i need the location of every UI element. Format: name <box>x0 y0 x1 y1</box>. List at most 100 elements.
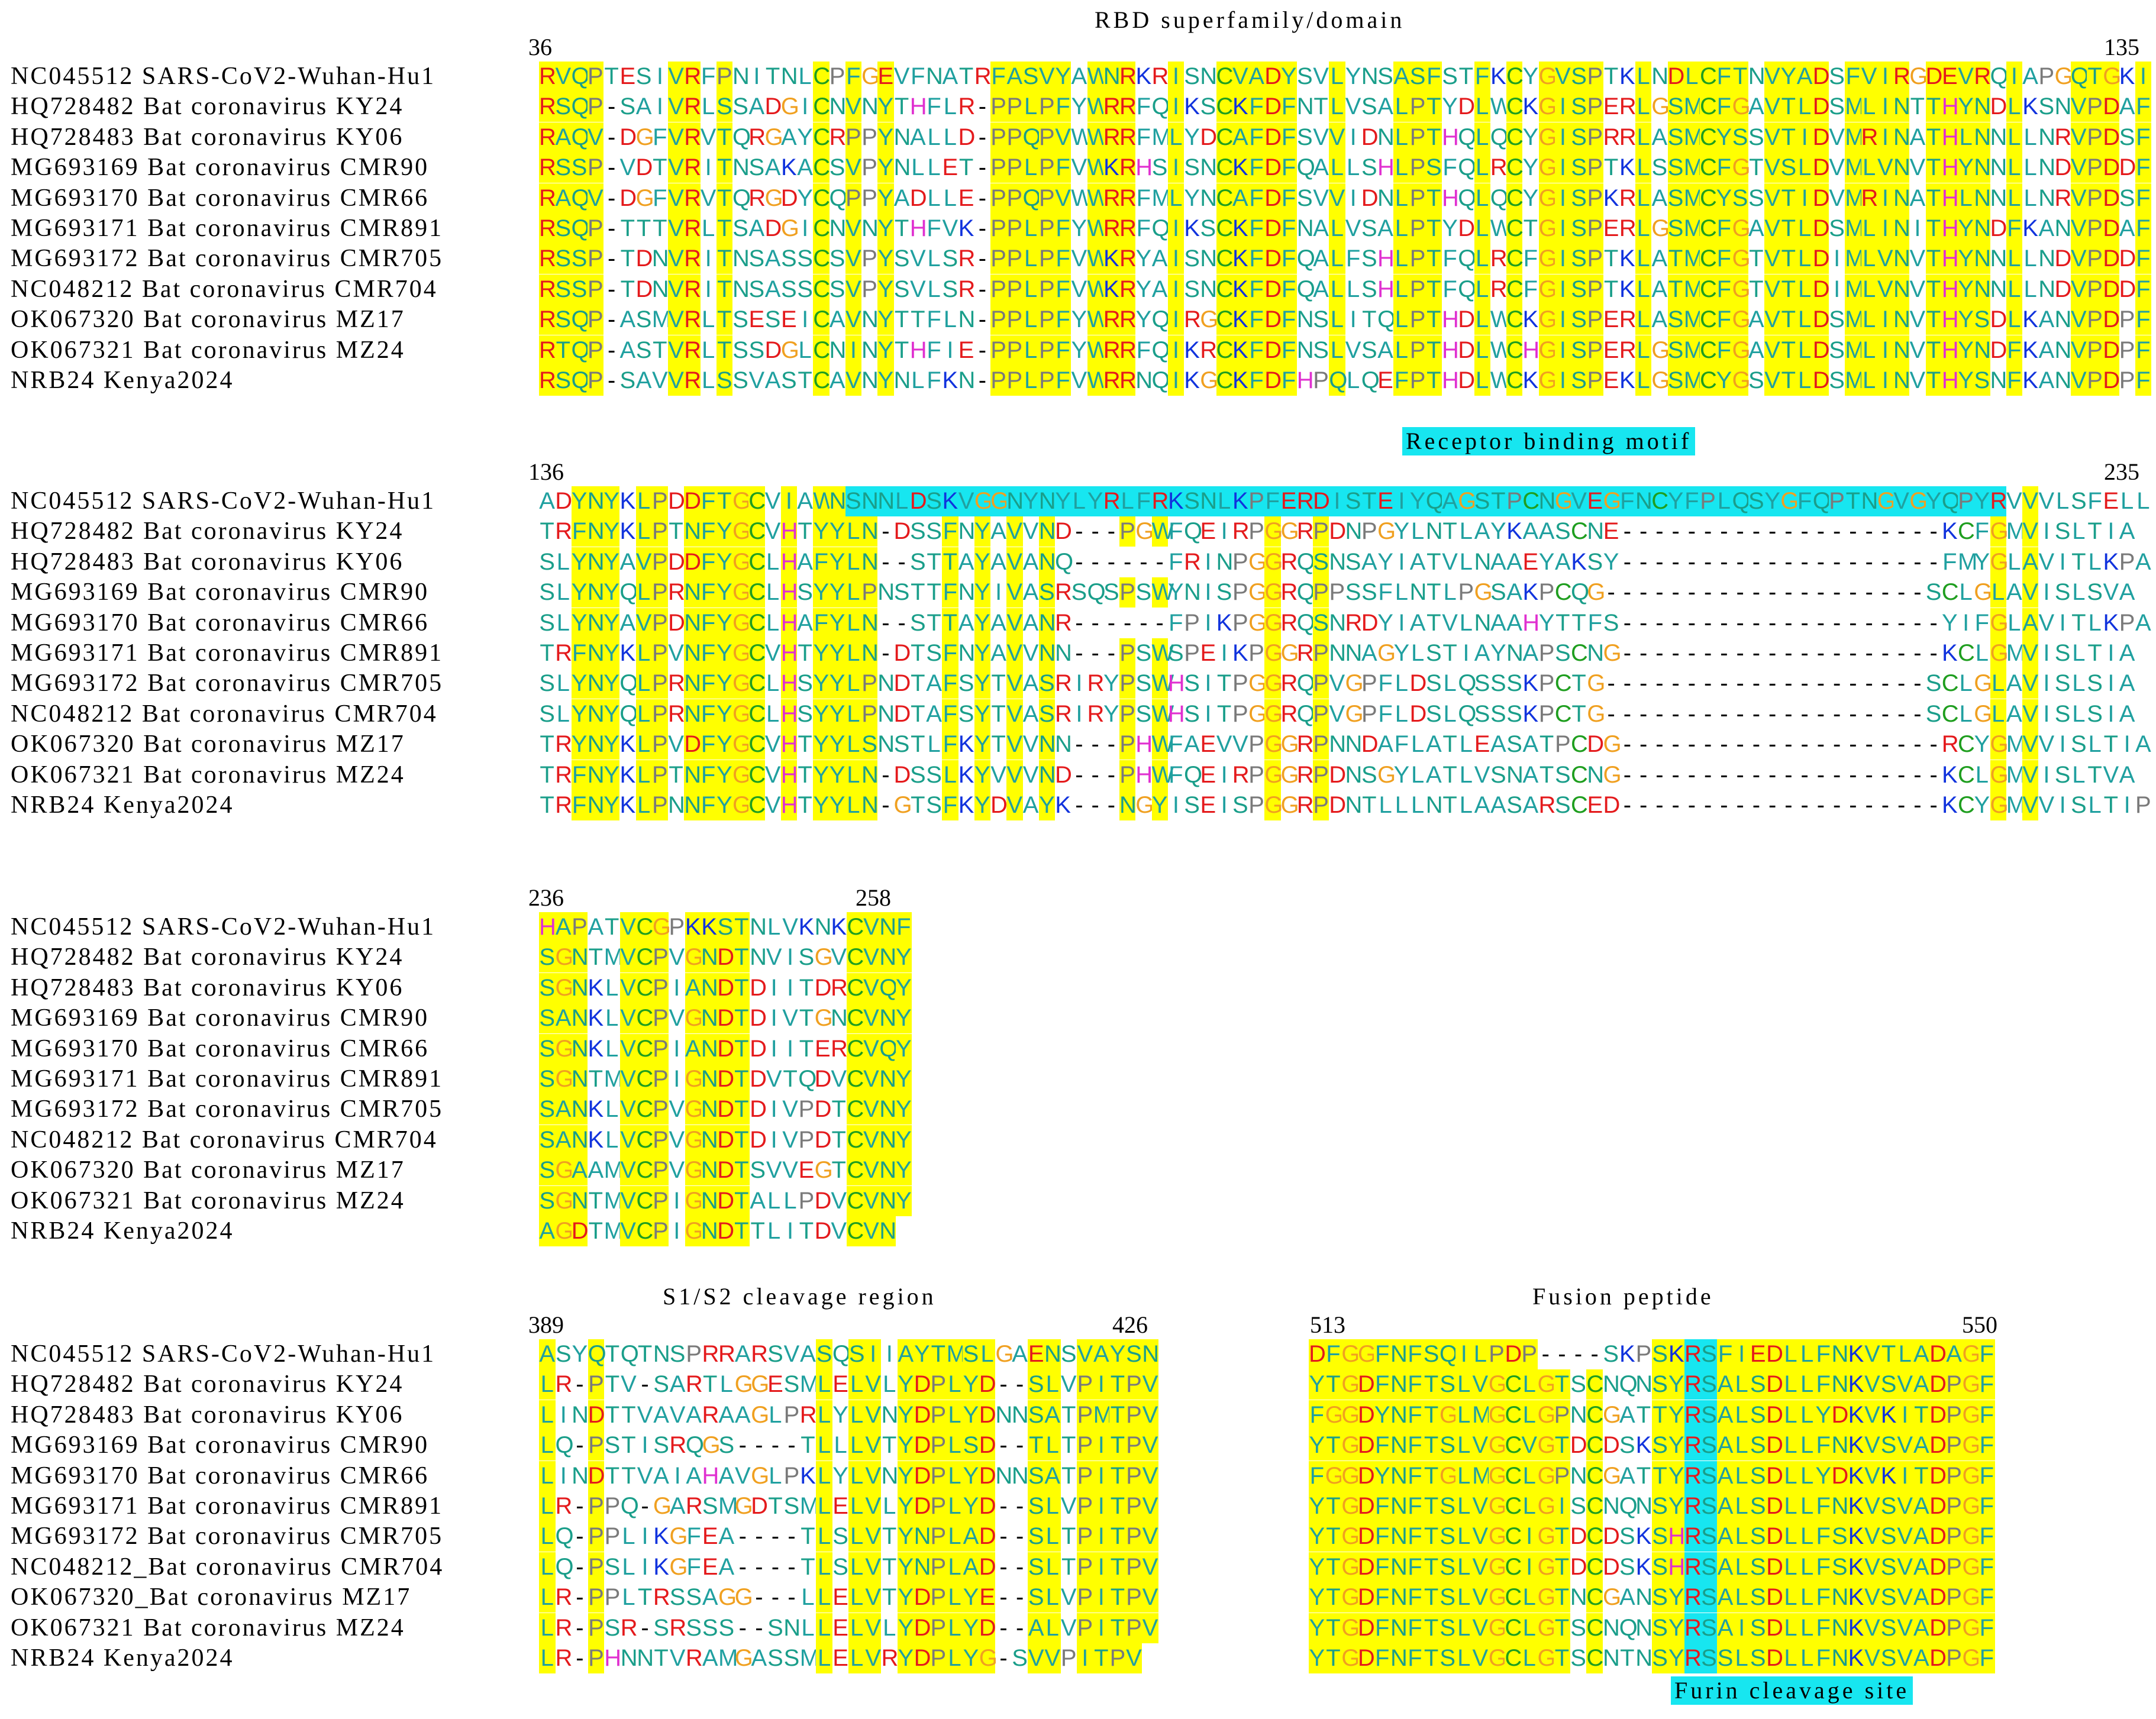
sequence-residues: L I NDTTVA I AHAVGLPKLYLVNYDPLYDNNSATP I TPV <box>539 1460 1158 1491</box>
residue: H <box>1167 700 1185 727</box>
residue: P <box>798 1126 815 1153</box>
residue: - <box>1897 731 1906 758</box>
alignment-row: NC045512 SARS-CoV2-Wuhan-Hu1 ASYQTQTNSPRR… <box>11 1339 1194 1369</box>
residue: G <box>1377 518 1396 545</box>
residue: L <box>2006 183 2022 214</box>
residue: A <box>1490 731 1506 758</box>
residue: I <box>786 944 794 971</box>
residue: F <box>1442 245 1457 272</box>
residue: - <box>898 548 906 575</box>
sequence-name: NRB24 Kenya2024 <box>11 1217 234 1245</box>
sequence-name: MG693170 Bat coronavirus CMR66 <box>11 1035 430 1062</box>
residue: P <box>1125 1582 1142 1613</box>
residue: N <box>1538 486 1555 516</box>
residue: P <box>1458 579 1474 606</box>
residue: A <box>1651 306 1668 333</box>
residue: - <box>771 1432 780 1459</box>
residue: A <box>963 1552 979 1582</box>
residue: Y <box>963 1369 979 1400</box>
residue: F <box>1374 1552 1391 1582</box>
residue: H <box>1442 337 1459 363</box>
residue: L <box>848 1430 865 1461</box>
residue: G <box>1974 670 1993 697</box>
residue: A <box>829 306 845 333</box>
residue: P <box>1945 1430 1963 1461</box>
residue: R <box>1941 731 1959 758</box>
residue: S <box>1700 1369 1718 1400</box>
residue: T <box>1325 1582 1342 1613</box>
residue: F <box>942 699 958 729</box>
residue: V <box>1345 93 1361 120</box>
residue: P <box>651 729 668 760</box>
residue: K <box>588 1096 604 1123</box>
residue: D <box>814 1065 832 1092</box>
residue: I <box>2059 609 2066 636</box>
residue: G <box>555 1155 574 1186</box>
residue: A <box>571 1155 588 1186</box>
residue: Y <box>603 729 620 760</box>
residue: C <box>636 1185 653 1216</box>
residue: N <box>1990 185 2007 211</box>
sequence-name: NRB24 Kenya2024 <box>11 1644 234 1672</box>
residue: P <box>1945 1643 1963 1673</box>
residue: C <box>748 668 766 699</box>
residue: K <box>1490 63 1506 89</box>
residue: T <box>927 579 941 606</box>
residue: V <box>2038 548 2055 575</box>
residue: Y <box>898 1521 914 1552</box>
residue: - <box>1784 670 1793 697</box>
residue: F <box>1716 92 1732 122</box>
residue: - <box>1784 639 1793 666</box>
residue: L <box>539 1521 556 1552</box>
residue: V <box>619 1155 637 1186</box>
residue: G <box>1280 761 1299 788</box>
residue: R <box>799 1401 817 1428</box>
residue: S <box>555 365 572 396</box>
residue: - <box>1784 609 1793 636</box>
residue: G <box>1538 122 1557 153</box>
residue: A <box>990 548 1006 575</box>
residue: L <box>1071 486 1087 516</box>
residue: P <box>930 1491 947 1521</box>
residue: V <box>1864 1430 1881 1461</box>
residue: A <box>1913 1552 1930 1582</box>
residue: E <box>1587 486 1603 516</box>
residue: I <box>886 1341 893 1367</box>
residue: Y <box>813 699 830 729</box>
residue: S <box>910 548 926 575</box>
residue: T <box>605 1401 620 1428</box>
residue: I <box>753 63 760 89</box>
residue: V <box>845 153 861 183</box>
residue: R <box>539 244 556 274</box>
residue: W <box>1071 124 1094 150</box>
residue: - <box>1671 518 1680 545</box>
residue: S <box>1184 245 1200 272</box>
residue: D <box>1766 1369 1783 1400</box>
residue: P <box>1313 638 1329 668</box>
block-end-number: 235 <box>2104 458 2139 485</box>
residue: F <box>1587 609 1603 636</box>
residue: L <box>1635 365 1652 396</box>
residue: D <box>1766 1613 1783 1643</box>
residue: R <box>1296 761 1314 788</box>
residue: Y <box>829 547 845 577</box>
residue: W <box>1490 367 1513 393</box>
residue: P <box>1958 486 1974 516</box>
residue: Y <box>1668 1643 1685 1673</box>
residue: C <box>1700 274 1717 305</box>
residue: G <box>1341 1552 1360 1582</box>
sequence-name: NC048212 Bat coronavirus CMR704 <box>11 275 438 303</box>
residue: - <box>1832 731 1841 758</box>
residue: S <box>1651 1339 1668 1369</box>
residue: G <box>1974 579 1993 606</box>
residue: N <box>814 914 832 940</box>
residue: V <box>1022 761 1039 788</box>
residue: - <box>1865 791 1873 818</box>
residue: S <box>619 367 636 393</box>
residue: P <box>1119 668 1136 699</box>
residue: W <box>1087 153 1109 183</box>
residue: K <box>619 639 636 666</box>
residue: Y <box>1490 518 1506 545</box>
residue: Y <box>571 699 588 729</box>
residue: I <box>1877 122 1893 153</box>
